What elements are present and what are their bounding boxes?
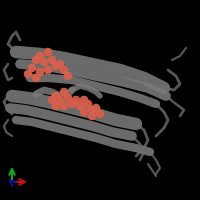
Point	[78, 104, 82, 108]
Point	[38, 54, 42, 58]
Point	[34, 76, 38, 80]
Point	[30, 66, 34, 70]
Point	[46, 68, 50, 72]
Point	[62, 90, 66, 94]
Point	[26, 72, 30, 76]
Point	[58, 62, 62, 66]
Point	[82, 110, 86, 114]
Point	[86, 102, 90, 106]
Point	[62, 104, 66, 108]
Point	[34, 58, 38, 62]
Point	[70, 102, 74, 106]
Point	[50, 58, 54, 62]
Point	[66, 96, 70, 100]
Point	[54, 64, 58, 68]
Point	[66, 74, 70, 78]
Point	[62, 68, 66, 72]
Point	[98, 112, 102, 116]
Point	[90, 114, 94, 118]
Point	[54, 104, 58, 108]
Point	[82, 98, 86, 102]
Point	[42, 60, 46, 64]
Point	[94, 106, 98, 110]
Point	[38, 70, 42, 74]
Point	[46, 50, 50, 54]
Point	[58, 98, 62, 102]
Point	[54, 94, 58, 98]
Point	[74, 98, 78, 102]
Point	[90, 108, 94, 112]
Point	[50, 98, 54, 102]
